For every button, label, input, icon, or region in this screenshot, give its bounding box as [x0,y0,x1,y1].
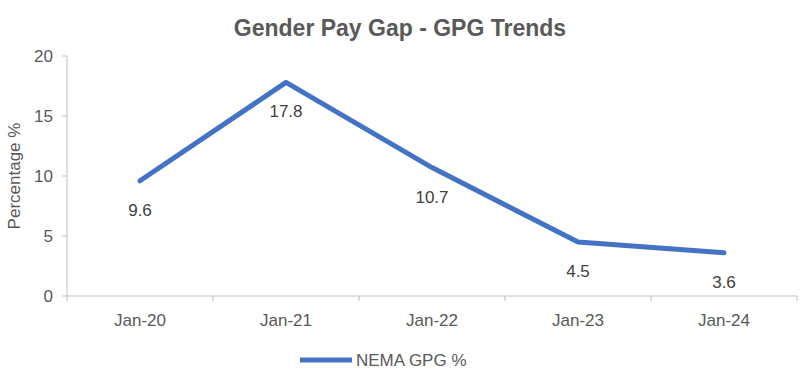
y-tick [62,176,67,177]
x-axis-line [67,296,797,297]
x-tick-label: Jan-22 [406,311,458,330]
x-tick [797,296,798,301]
y-tick-label: 10 [34,167,53,186]
data-label: 9.6 [128,201,152,220]
y-axis-line [67,56,68,296]
y-tick-label: 5 [44,227,53,246]
x-tick [213,296,214,301]
legend-label: NEMA GPG % [356,351,467,370]
x-tick-label: Jan-24 [698,311,750,330]
data-label: 3.6 [712,273,736,292]
chart-title: Gender Pay Gap - GPG Trends [234,15,566,41]
x-tick-label: Jan-23 [552,311,604,330]
chart-container: Gender Pay Gap - GPG Trends Percentage % 0… [0,0,804,380]
y-tick-label: 0 [44,287,53,306]
y-tick-label: 20 [34,47,53,66]
y-tick [62,116,67,117]
y-tick-label: 15 [34,107,53,126]
data-label: 4.5 [566,262,590,281]
legend: NEMA GPG % [300,351,467,370]
y-axis-label: Percentage % [5,123,24,230]
x-tick [67,296,68,301]
series-line [140,82,724,252]
x-tick-label: Jan-20 [114,311,166,330]
y-tick [62,56,67,57]
data-label: 17.8 [269,102,302,121]
plot-area [140,82,724,252]
y-tick [62,236,67,237]
data-label: 10.7 [415,188,448,207]
x-tick [651,296,652,301]
x-tick-label: Jan-21 [260,311,312,330]
y-tick [62,296,67,297]
legend-swatch [300,358,352,363]
x-tick [505,296,506,301]
chart-svg: Gender Pay Gap - GPG Trends Percentage % 0… [0,0,804,380]
x-tick [359,296,360,301]
